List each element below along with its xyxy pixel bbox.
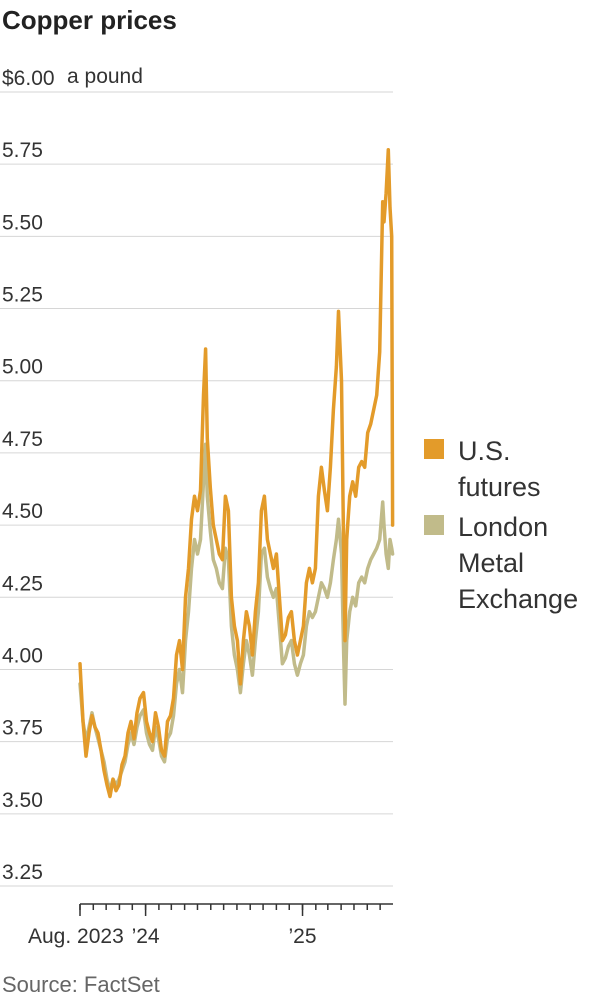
y-tick-label: 5.00 bbox=[2, 356, 43, 379]
unit-label: a pound bbox=[67, 65, 143, 88]
us-futures-line bbox=[78, 147, 395, 799]
legend-swatch bbox=[424, 439, 444, 459]
chart-title: Copper prices bbox=[2, 5, 177, 35]
y-tick-label: 4.75 bbox=[2, 428, 43, 451]
x-tick-label: Aug. 2023 bbox=[28, 925, 124, 948]
y-tick-label: 5.50 bbox=[2, 211, 43, 234]
legend-swatch bbox=[424, 515, 444, 535]
y-tick-label: 4.00 bbox=[2, 644, 43, 667]
y-tick-label: 5.25 bbox=[2, 284, 43, 307]
series-lines bbox=[78, 147, 395, 799]
x-axis-ticks: Aug. 2023 ’24 ’25 bbox=[28, 904, 381, 948]
y-tick-label: 3.75 bbox=[2, 717, 43, 740]
grid bbox=[0, 91, 393, 887]
y-tick-label: $6.00 bbox=[2, 67, 55, 90]
y-tick-label: 4.25 bbox=[2, 572, 43, 595]
x-tick-label: ’25 bbox=[289, 925, 317, 948]
y-tick-label: 5.75 bbox=[2, 139, 43, 162]
source-note: Source: FactSet bbox=[2, 972, 160, 997]
y-tick-label: 3.25 bbox=[2, 861, 43, 884]
y-axis-ticks: $6.00 5.75 5.50 5.25 5.00 4.75 4.50 4.25 4.00 3.7… bbox=[2, 67, 55, 884]
legend: U.S. futures London Metal Exchange bbox=[424, 436, 578, 614]
legend-label: U.S. futures bbox=[458, 436, 541, 502]
x-tick-label: ’24 bbox=[132, 925, 160, 948]
y-tick-label: 3.50 bbox=[2, 789, 43, 812]
y-tick-label: 4.50 bbox=[2, 500, 43, 523]
legend-label: London Metal Exchange bbox=[458, 512, 578, 614]
